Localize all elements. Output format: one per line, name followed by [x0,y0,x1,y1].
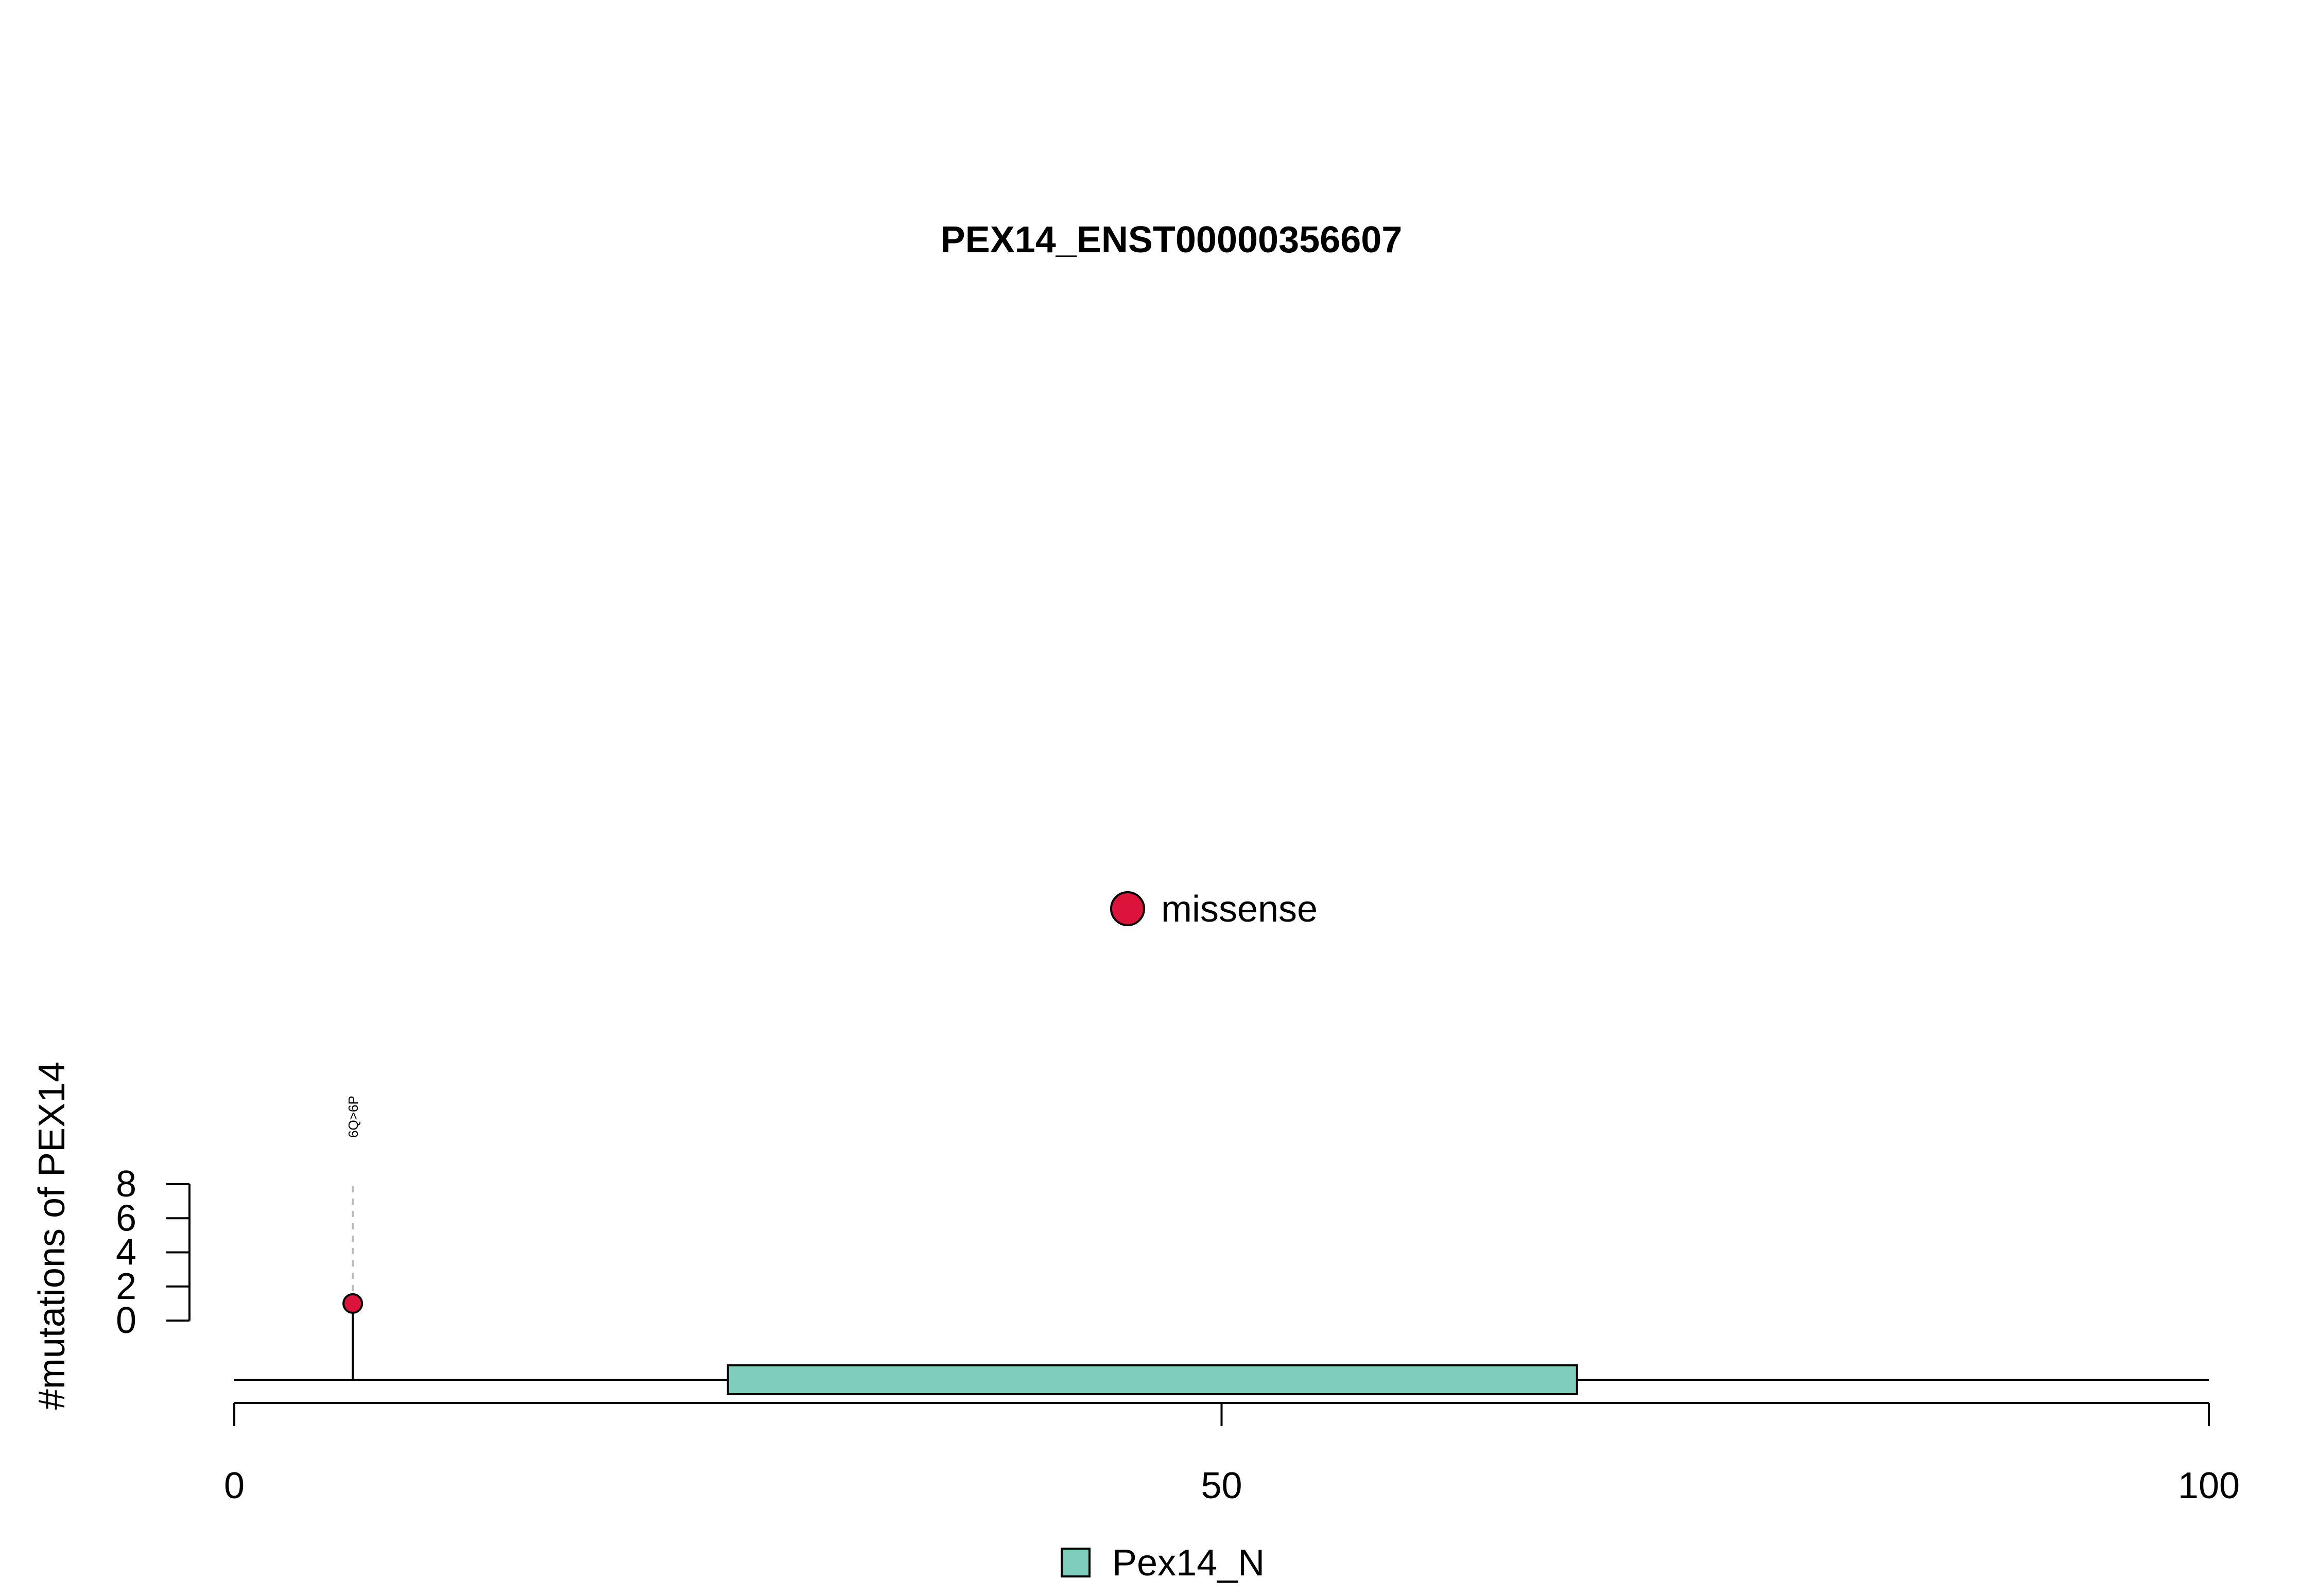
y-tick-label: 0 [116,1300,136,1341]
x-tick-label: 100 [2178,1465,2240,1506]
y-tick-label: 6 [116,1198,136,1239]
x-tick-label: 50 [1201,1465,1242,1506]
mutation-layer: 6Q>6P [342,1096,364,1380]
legend-missense-marker [1110,891,1145,926]
x-tick-label: 0 [224,1465,245,1506]
y-tick-label: 8 [116,1164,136,1205]
legend-domain-label: Pex14_N [1112,1542,1265,1584]
domain-pex14-n [727,1364,1578,1395]
legend-missense-label: missense [1161,889,1318,930]
mutation-point [342,1293,364,1314]
y-tick-label: 2 [116,1266,136,1307]
domain-layer [727,1364,1578,1395]
y-axis-label: #mutations of PEX14 [31,1062,73,1410]
x-axis: 0 50 100 [224,1402,2240,1506]
chart-title: PEX14_ENST00000356607 [941,219,1403,261]
legend-missense: missense [1110,889,1318,930]
legend-domain-swatch [1061,1548,1091,1577]
legend-domain: Pex14_N [1061,1542,1265,1584]
mutation-label: 6Q>6P [345,1096,361,1138]
y-tick-label: 4 [116,1232,136,1273]
